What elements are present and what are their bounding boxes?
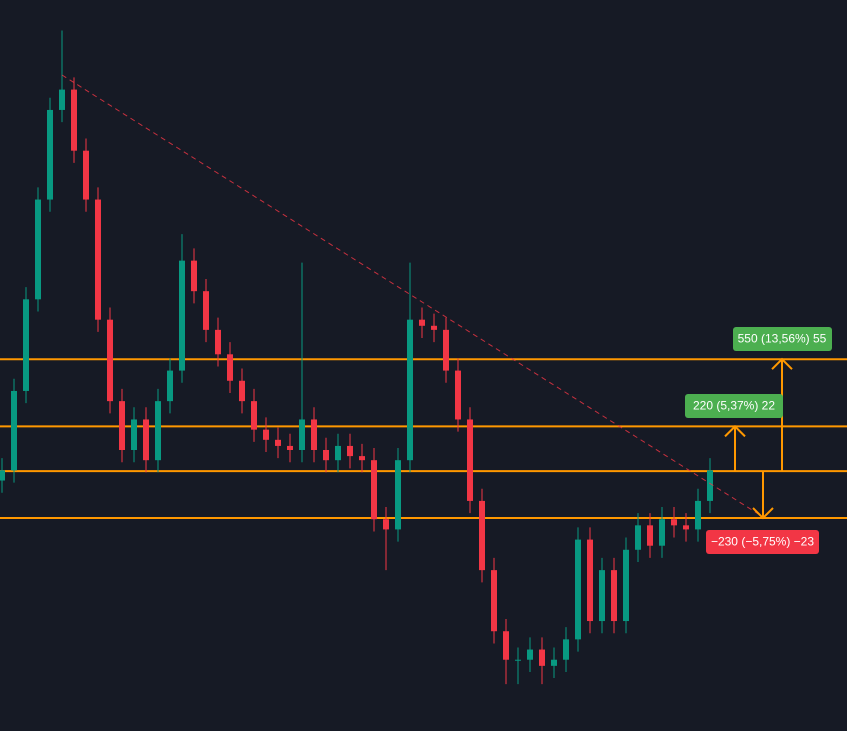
candle-body	[491, 570, 497, 632]
label-box	[733, 327, 832, 351]
arrow-head	[771, 357, 793, 370]
candle-body	[143, 419, 149, 461]
candle-body	[11, 390, 17, 471]
candle-body	[275, 439, 281, 446]
measure-label: −230 (−5,75%) −23	[711, 535, 814, 549]
candle-body	[119, 401, 125, 451]
candle-body	[539, 649, 545, 666]
candle-body	[335, 445, 341, 461]
candle-body	[47, 109, 53, 200]
candle-body	[83, 150, 89, 200]
measure-label: 220 (5,37%) 22	[693, 399, 775, 413]
candle-body	[503, 631, 509, 660]
candle-body	[95, 199, 101, 320]
candle-body	[431, 325, 437, 330]
candle-body	[131, 419, 137, 451]
label-box	[685, 394, 783, 418]
candle-body	[59, 89, 65, 110]
candle-body	[467, 419, 473, 501]
candle-body	[251, 401, 257, 430]
candle-body	[443, 329, 449, 371]
candle-body	[347, 445, 353, 457]
candle-body	[707, 470, 713, 501]
candle-body	[383, 519, 389, 530]
arrow-head	[752, 507, 774, 520]
candle-body	[527, 649, 533, 660]
candle-body	[395, 460, 401, 530]
candle-body	[407, 319, 413, 461]
label-box	[706, 530, 819, 554]
candle-body	[635, 525, 641, 550]
candle-body	[575, 539, 581, 640]
candle-body	[0, 470, 5, 481]
candle-body	[155, 401, 161, 461]
candle-body	[515, 659, 521, 661]
candle-body	[455, 370, 461, 420]
candle-body	[419, 319, 425, 326]
candle-body	[299, 419, 305, 451]
candle-body	[311, 419, 317, 451]
candle-body	[611, 570, 617, 622]
candle-body	[671, 519, 677, 526]
candle-body	[287, 445, 293, 451]
candle-body	[587, 539, 593, 622]
candle-body	[599, 570, 605, 622]
candle-body	[107, 319, 113, 402]
candle-body	[323, 450, 329, 461]
candle-body	[479, 500, 485, 571]
candle-body	[35, 199, 41, 300]
candle-body	[623, 549, 629, 622]
candle-body	[371, 460, 377, 520]
candle-body	[191, 260, 197, 292]
candle-body	[23, 299, 29, 391]
candle-body	[359, 456, 365, 461]
candle-body	[263, 429, 269, 440]
candle-body	[659, 519, 665, 546]
candle-body	[563, 639, 569, 660]
candle-body	[551, 659, 557, 666]
candle-body	[179, 260, 185, 371]
candle-body	[695, 500, 701, 530]
candle-body	[215, 329, 221, 355]
trend-line	[61, 74, 761, 516]
candle-body	[71, 89, 77, 151]
candle-body	[647, 525, 653, 546]
candle-body	[227, 354, 233, 381]
arrow-head	[724, 424, 746, 438]
candle-body	[203, 291, 209, 330]
candle-body	[167, 370, 173, 402]
candle-body	[239, 380, 245, 402]
measure-label: 550 (13,56%) 55	[738, 332, 827, 346]
candle-body	[683, 525, 689, 530]
